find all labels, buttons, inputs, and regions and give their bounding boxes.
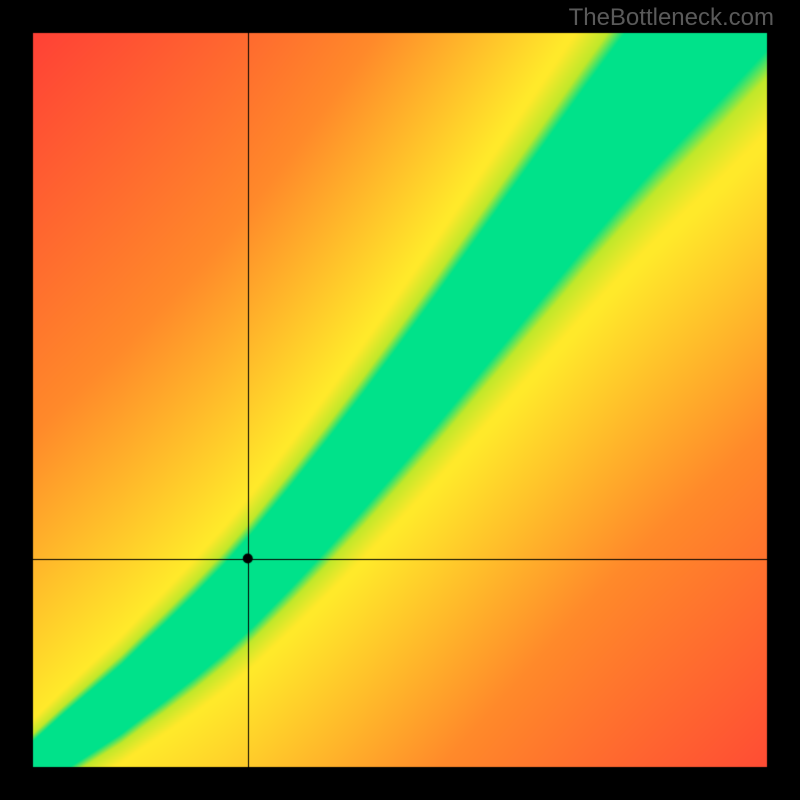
bottleneck-heatmap <box>0 0 800 800</box>
watermark-text: TheBottleneck.com <box>569 4 774 32</box>
chart-container: TheBottleneck.com <box>0 0 800 800</box>
